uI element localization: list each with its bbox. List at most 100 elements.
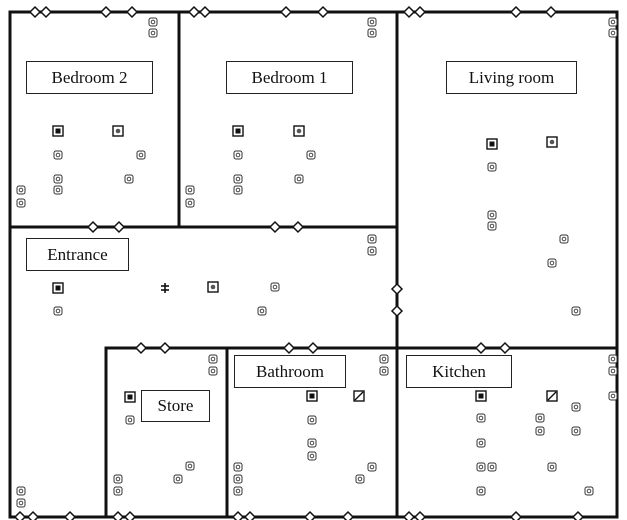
sensor-icon (113, 474, 123, 484)
sensor-icon (53, 306, 63, 316)
door-diamond-icon (187, 5, 201, 19)
door-diamond-icon (291, 220, 305, 234)
door-diamond-icon (279, 5, 293, 19)
room-label-kitchen: Kitchen (406, 355, 512, 388)
sensor-icon (476, 438, 486, 448)
sensor-icon (185, 185, 195, 195)
door-diamond-icon (509, 510, 523, 520)
sensor-icon (584, 486, 594, 496)
door-diamond-icon (86, 220, 100, 234)
door-diamond-icon (390, 304, 404, 318)
sensor-icon (476, 486, 486, 496)
door-diamond-icon (243, 510, 257, 520)
door-diamond-icon (390, 282, 404, 296)
sensor-cross-icon (207, 281, 219, 293)
sensors (16, 17, 618, 508)
sensor-icon (294, 174, 304, 184)
door-diamond-icon (158, 341, 172, 355)
sensor-icon (476, 462, 486, 472)
door-diamond-icon (111, 510, 125, 520)
room-label-bathroom: Bathroom (234, 355, 346, 388)
sensor-cross-icon (112, 125, 124, 137)
sensor-icon (307, 415, 317, 425)
sensor-icon (547, 258, 557, 268)
door-diamond-icon (125, 5, 139, 19)
sensor-slash-icon (546, 390, 558, 402)
sensor-icon (535, 426, 545, 436)
sensor-icon (487, 462, 497, 472)
door-diamond-icon (268, 220, 282, 234)
door-diamond-icon (26, 510, 40, 520)
door-markers (13, 5, 585, 520)
sensor-icon (136, 150, 146, 160)
door-diamond-icon (39, 5, 53, 19)
sensor-cross-icon (546, 136, 558, 148)
door-diamond-icon (402, 510, 416, 520)
sensor-cross-icon (293, 125, 305, 137)
sensor-icon (367, 246, 377, 256)
sensor-icon (148, 28, 158, 38)
sensor-icon (608, 28, 618, 38)
sensor-icon (16, 486, 26, 496)
sensor-icon (307, 438, 317, 448)
room-label-entrance: Entrance (26, 238, 129, 271)
sensor-filled-icon (124, 391, 136, 403)
sensor-icon (173, 474, 183, 484)
sensor-slash-icon (353, 390, 365, 402)
door-diamond-icon (63, 510, 77, 520)
room-label-living-room: Living room (446, 61, 577, 94)
sensor-icon (233, 185, 243, 195)
sensor-icon (233, 486, 243, 496)
door-diamond-icon (28, 5, 42, 19)
sensor-icon (53, 185, 63, 195)
door-diamond-icon (509, 5, 523, 19)
sensor-icon (208, 354, 218, 364)
door-diamond-icon (544, 5, 558, 19)
sensor-icon (487, 162, 497, 172)
person-icon (161, 283, 169, 293)
sensor-icon (571, 402, 581, 412)
sensor-icon (355, 474, 365, 484)
sensor-icon (367, 462, 377, 472)
door-diamond-icon (282, 341, 296, 355)
door-diamond-icon (413, 5, 427, 19)
room-label-store: Store (141, 390, 210, 422)
door-diamond-icon (413, 510, 427, 520)
sensor-icon (608, 391, 618, 401)
sensor-icon (487, 221, 497, 231)
sensor-icon (367, 17, 377, 27)
sensor-icon (535, 413, 545, 423)
door-diamond-icon (13, 510, 27, 520)
door-diamond-icon (123, 510, 137, 520)
sensor-icon (608, 354, 618, 364)
sensor-icon (53, 150, 63, 160)
sensor-icon (185, 461, 195, 471)
sensor-icon (608, 17, 618, 27)
sensor-icon (270, 282, 280, 292)
sensor-filled-icon (475, 390, 487, 402)
sensor-filled-icon (306, 390, 318, 402)
sensor-filled-icon (232, 125, 244, 137)
door-diamond-icon (112, 220, 126, 234)
sensor-icon (367, 234, 377, 244)
door-diamond-icon (474, 341, 488, 355)
sensor-icon (487, 210, 497, 220)
sensor-icon (608, 366, 618, 376)
sensor-icon (306, 150, 316, 160)
door-diamond-icon (341, 510, 355, 520)
door-diamond-icon (402, 5, 416, 19)
sensor-filled-icon (486, 138, 498, 150)
door-diamond-icon (303, 510, 317, 520)
sensor-icon (208, 366, 218, 376)
sensor-icon (571, 426, 581, 436)
sensor-icon (53, 174, 63, 184)
sensor-icon (185, 198, 195, 208)
door-diamond-icon (231, 510, 245, 520)
sensor-icon (379, 354, 389, 364)
sensor-icon (367, 28, 377, 38)
sensor-icon (124, 174, 134, 184)
sensor-filled-icon (52, 125, 64, 137)
door-diamond-icon (134, 341, 148, 355)
sensor-icon (571, 306, 581, 316)
